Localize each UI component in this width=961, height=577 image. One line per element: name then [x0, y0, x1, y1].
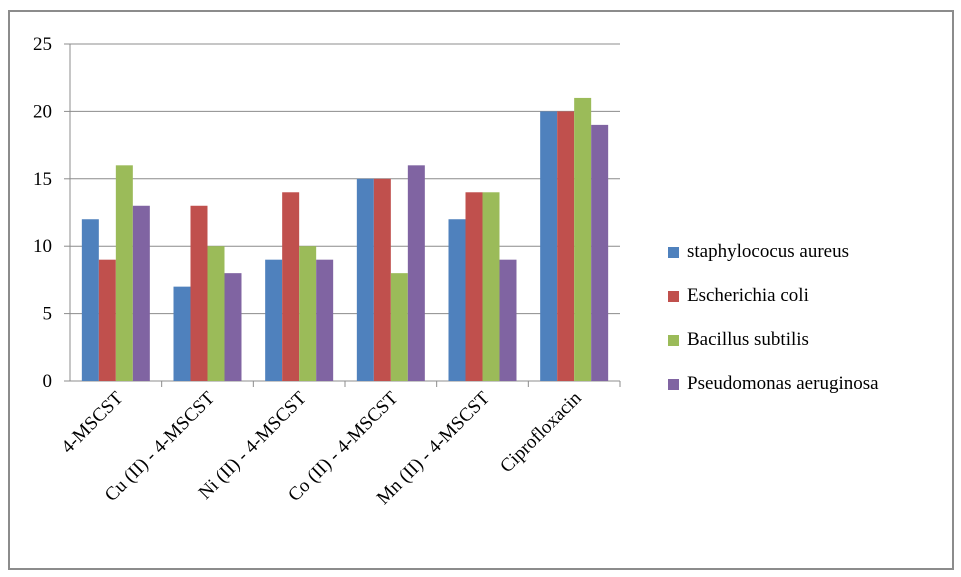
bar — [448, 219, 466, 381]
bar — [132, 205, 150, 381]
y-tick-label: 15 — [33, 169, 52, 190]
legend-label: Escherichia coli — [687, 285, 809, 306]
bar — [356, 178, 374, 381]
bar — [482, 192, 500, 381]
y-tick-label: 20 — [33, 101, 52, 122]
y-tick-label: 10 — [33, 236, 52, 257]
bar — [499, 259, 517, 381]
bar — [390, 273, 408, 381]
legend-item: Escherichia coli — [668, 274, 879, 318]
legend-label: staphylococus aureus — [687, 241, 849, 262]
y-tick-label: 0 — [43, 371, 53, 392]
legend-swatch — [668, 246, 679, 258]
chart-frame: 0 5 10 15 20 25 4-MSCST Cu (II) - 4-MSCST Ni (II… — [8, 10, 954, 570]
bar — [465, 192, 483, 381]
bar — [316, 259, 334, 381]
bar — [265, 259, 283, 381]
bar — [574, 97, 592, 382]
bar — [557, 111, 575, 382]
bar — [224, 273, 242, 381]
legend-label: Bacillus subtilis — [687, 329, 809, 350]
bar — [407, 165, 425, 381]
bar — [115, 165, 133, 381]
bar — [98, 259, 116, 381]
legend-swatch — [668, 290, 679, 302]
legend-item: Bacillus subtilis — [668, 318, 879, 362]
legend-swatch — [668, 378, 679, 390]
bar — [190, 205, 208, 381]
bar — [540, 111, 558, 382]
legend-item: Pseudomonas aeruginosa — [668, 362, 879, 406]
bar — [81, 219, 99, 381]
y-tick-label: 5 — [43, 304, 53, 325]
bar — [373, 178, 391, 381]
x-tick-label: 4-MSCST — [57, 387, 127, 457]
bar — [207, 246, 225, 381]
legend: staphylococus aureus Escherichia coli Baci… — [668, 230, 879, 406]
legend-swatch — [668, 334, 679, 346]
x-tick-label: Ciprofloxacin — [496, 387, 586, 477]
y-tick-label: 25 — [33, 34, 52, 55]
legend-label: Pseudomonas aeruginosa — [687, 373, 879, 394]
bar — [173, 286, 191, 381]
bar — [299, 246, 317, 381]
legend-item: staphylococus aureus — [668, 230, 879, 274]
bar — [282, 192, 300, 381]
bar — [591, 124, 609, 381]
